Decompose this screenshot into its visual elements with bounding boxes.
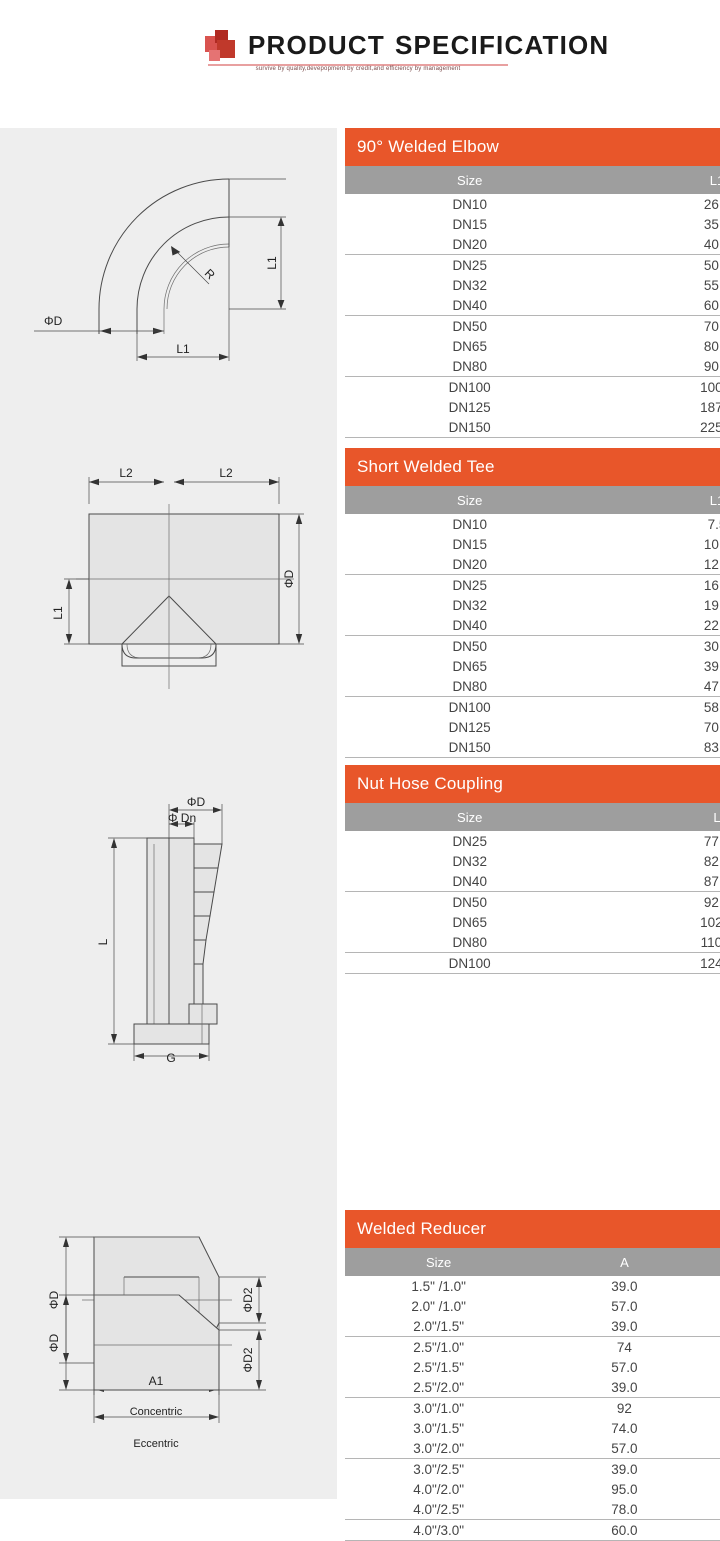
table-row: 2.5"/2.0"39.044.063 — [413, 1379, 638, 1395]
section-tee: L2 L2 ΦD L1 Short Welded Tee — [0, 448, 720, 765]
svg-text:ΦD2: ΦD2 — [241, 1347, 255, 1372]
title-word-product: PRODUCT — [248, 30, 385, 60]
tee-drawing: L2 L2 ΦD L1 — [0, 448, 340, 765]
caption-concentric: Concentric — [129, 1406, 182, 1418]
page-header: PRODUCT SPECIFICATION survive by quality,… — [0, 0, 720, 128]
svg-text:ΦD: ΦD — [47, 1291, 61, 1310]
title-divider — [208, 64, 508, 66]
svg-text:ΦD2: ΦD2 — [241, 1287, 255, 1312]
table-row: 2.0" /1.0"57.068.050 — [411, 1298, 638, 1314]
table-row: 2.0"/1.5"39.047.050 — [413, 1318, 638, 1334]
label-phi-d: ΦD — [44, 314, 63, 328]
elbow-drawing: L1 R ΦD L1 — [0, 128, 340, 448]
table-row: 3.0"/1.0"9211776 — [345, 1397, 720, 1418]
table-row: 4.0"/2.0"95.0117.010 — [413, 1481, 638, 1497]
svg-text:L1: L1 — [51, 606, 65, 620]
table-row: 2.5"/1.5"57.070.063 — [413, 1359, 638, 1375]
column-header-size: Size — [345, 166, 595, 194]
svg-text:L2: L2 — [119, 466, 133, 480]
svg-text:ΦD: ΦD — [186, 795, 205, 809]
svg-text:R: R — [201, 266, 217, 282]
column-header-a: A — [532, 1248, 717, 1276]
svg-text:L1: L1 — [176, 342, 190, 356]
column-header-size: Size — [345, 486, 595, 514]
column-header-size: Size — [345, 1248, 533, 1276]
table-row: 2.5"/1.0"749263 — [345, 1336, 720, 1357]
section-title: Nut Hose Coupling — [345, 765, 720, 803]
title-word-specification: SPECIFICATION — [394, 30, 610, 60]
svg-text:A1: A1 — [148, 1374, 163, 1388]
table-row: 3.0"/2.5"39.047.076 — [345, 1458, 720, 1479]
column-header-l1: L1 — [594, 486, 720, 514]
svg-text:L: L — [96, 938, 110, 945]
table-row: 4.0"/2.5"78.094.010 — [413, 1501, 638, 1517]
reducer-drawings: ΦD ΦD2 A Concentric — [0, 1065, 340, 1499]
svg-text:L1: L1 — [265, 256, 279, 270]
svg-text:L2: L2 — [219, 466, 233, 480]
table-row: 1.5" /1.0"39.046.038 — [411, 1278, 638, 1294]
reducer-table: Welded Reducer Size A A1 D 1.5" /1.0"39.… — [345, 1210, 720, 1541]
table-row: 3.0"/1.5"74.092.076 — [413, 1420, 638, 1436]
hose-coupling-table: Nut Hose Coupling Size L D DN2577.028.0 … — [345, 765, 720, 974]
page-title: PRODUCT SPECIFICATION — [248, 30, 609, 61]
svg-text:ΦD: ΦD — [47, 1334, 61, 1353]
column-header-l1: L1 — [594, 166, 720, 194]
section-reducer: ΦD ΦD2 A Concentric — [0, 1065, 720, 1541]
page-tagline: survive by quality,devepopment by credit… — [255, 66, 461, 72]
section-title: Welded Reducer — [345, 1210, 720, 1248]
section-title: Short Welded Tee — [345, 448, 720, 486]
hose-coupling-drawing: ΦD Φ Dn L G — [0, 765, 340, 1065]
elbow-table: 90° Welded Elbow Size L1 D DN1026.012.0 … — [345, 128, 720, 438]
column-header-l: L — [594, 803, 720, 831]
section-elbow: L1 R ΦD L1 90° Wel — [0, 128, 720, 448]
svg-text:ΦD: ΦD — [282, 570, 296, 589]
table-row: 3.0"/2.0"57.068.076 — [413, 1440, 638, 1456]
section-title: 90° Welded Elbow — [345, 128, 720, 166]
table-row: 4.0"/3.0"60.074.010 — [345, 1519, 720, 1541]
section-hose-coupling: ΦD Φ Dn L G — [0, 765, 720, 1065]
caption-eccentric: Eccentric — [133, 1438, 179, 1450]
tee-table: Short Welded Tee Size L1 L2 DN107.526.0 … — [345, 448, 720, 758]
spec-sheet: L1 R ΦD L1 90° Wel — [0, 128, 720, 1541]
svg-text:Φ Dn: Φ Dn — [167, 811, 195, 825]
svg-text:G: G — [166, 1051, 175, 1064]
column-header-size: Size — [345, 803, 595, 831]
column-header-a1: A1 — [716, 1248, 720, 1276]
red-squares-logo — [205, 30, 243, 64]
